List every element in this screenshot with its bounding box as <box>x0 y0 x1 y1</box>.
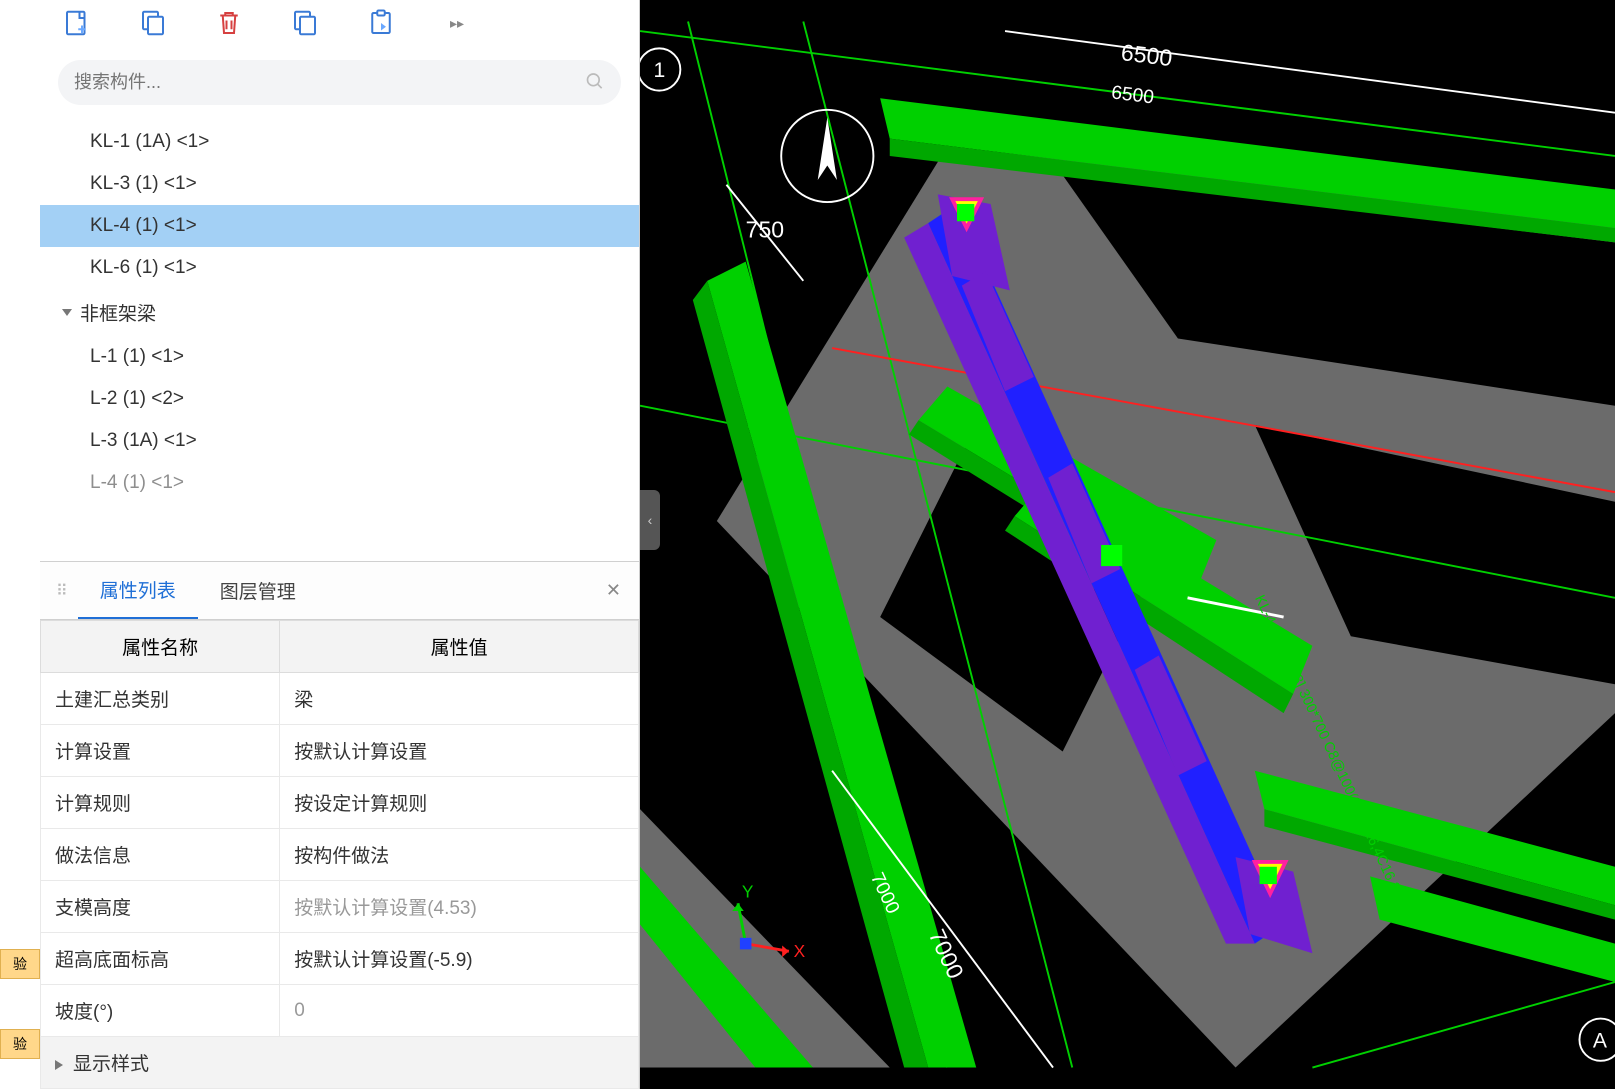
tree-item[interactable]: L-1 (1) <1> <box>40 336 639 378</box>
prop-header-value: 属性值 <box>280 621 639 673</box>
drag-handle-icon[interactable]: ⠿ <box>48 581 78 601</box>
search-input[interactable] <box>58 60 621 105</box>
svg-text:750: 750 <box>746 217 784 243</box>
property-table: 属性名称 属性值 土建汇总类别梁 计算设置按默认计算设置 计算规则按设定计算规则… <box>40 620 639 1089</box>
duplicate-button[interactable] <box>286 4 324 42</box>
model-viewport[interactable]: 6500 6500 750 7000 7000 1 A KL-4 (1) [1,… <box>640 0 1615 1089</box>
svg-text:Y: Y <box>742 882 754 902</box>
collapse-handle[interactable]: ‹ <box>640 490 660 550</box>
table-row[interactable]: 土建汇总类别梁 <box>41 673 639 725</box>
side-panel: ▸▸ KL-1 (1A) <1> KL-3 (1) <1> KL-4 (1) <… <box>40 0 640 1089</box>
search-icon[interactable] <box>585 71 605 94</box>
tree-item[interactable]: L-2 (1) <2> <box>40 378 639 420</box>
tree-item[interactable]: L-3 (1A) <1> <box>40 420 639 462</box>
dim-line <box>1005 31 1615 113</box>
table-row[interactable]: 坡度(°)0 <box>41 985 639 1037</box>
table-row[interactable]: 超高底面标高按默认计算设置(-5.9) <box>41 933 639 985</box>
panel-tabs: ⠿ 属性列表 图层管理 ✕ <box>40 561 639 620</box>
table-row[interactable]: 计算设置按默认计算设置 <box>41 725 639 777</box>
tree-item[interactable]: L-4 (1) <1> <box>40 462 639 504</box>
table-row[interactable]: 做法信息按构件做法 <box>41 829 639 881</box>
close-icon[interactable]: ✕ <box>596 580 631 601</box>
svg-text:6500: 6500 <box>1110 82 1155 108</box>
north-arrow-icon <box>818 118 837 180</box>
svg-text:X: X <box>794 941 806 961</box>
table-row[interactable]: 支模高度按默认计算设置(4.53) <box>41 881 639 933</box>
gutter-badge-2: 验 <box>0 1029 40 1059</box>
paste-button[interactable] <box>362 4 400 42</box>
tab-properties[interactable]: 属性列表 <box>78 562 198 619</box>
component-tree: KL-1 (1A) <1> KL-3 (1) <1> KL-4 (1) <1> … <box>40 115 639 561</box>
chevron-right-icon <box>55 1060 63 1070</box>
more-button[interactable]: ▸▸ <box>438 4 476 42</box>
tree-group[interactable]: 非框架梁 <box>40 289 639 336</box>
table-row[interactable]: 计算规则按设定计算规则 <box>41 777 639 829</box>
tree-item[interactable]: KL-6 (1) <1> <box>40 247 639 289</box>
grid-bubble-label: 1 <box>653 59 665 82</box>
grid-bubble-label: A <box>1593 1029 1608 1052</box>
gutter-badge-1: 验 <box>0 949 40 979</box>
search-wrap <box>58 60 621 105</box>
left-gutter: 验 验 <box>0 0 40 1089</box>
component-toolbar: ▸▸ <box>40 0 639 56</box>
delete-button[interactable] <box>210 4 248 42</box>
svg-text:6500: 6500 <box>1120 39 1174 71</box>
chevron-down-icon <box>62 309 72 316</box>
model-canvas: 6500 6500 750 7000 7000 1 A KL-4 (1) [1,… <box>640 0 1615 1089</box>
tree-item-selected[interactable]: KL-4 (1) <1> <box>40 205 639 247</box>
tab-layers[interactable]: 图层管理 <box>198 563 318 618</box>
tree-item[interactable]: KL-1 (1A) <1> <box>40 121 639 163</box>
tree-item[interactable]: KL-3 (1) <1> <box>40 163 639 205</box>
tree-group-label: 非框架梁 <box>80 299 156 326</box>
prop-header-name: 属性名称 <box>41 621 280 673</box>
copy-button[interactable] <box>134 4 172 42</box>
new-component-button[interactable] <box>58 4 96 42</box>
prop-group-row[interactable]: 显示样式 <box>41 1037 639 1089</box>
